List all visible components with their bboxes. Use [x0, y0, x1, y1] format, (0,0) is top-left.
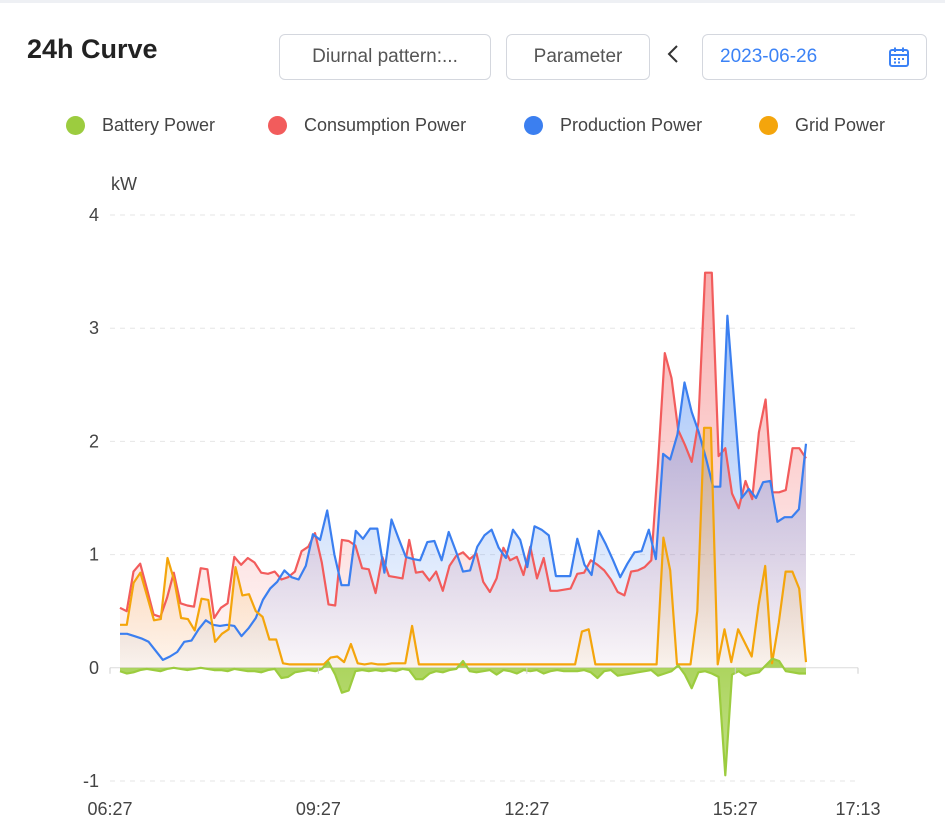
- legend-item-consumption[interactable]: Consumption Power: [268, 115, 466, 136]
- area-battery-power: [120, 658, 806, 776]
- chevron-left-icon[interactable]: [666, 43, 680, 72]
- diurnal-pattern-button[interactable]: Diurnal pattern:...: [279, 34, 491, 80]
- series-areas: [120, 272, 806, 776]
- area-production-power: [120, 315, 806, 668]
- date-value: 2023-06-26: [720, 46, 818, 67]
- legend-dot-grid: [759, 116, 778, 135]
- y-axis-unit: kW: [111, 174, 137, 194]
- y-tick-label: 3: [89, 318, 99, 338]
- page-title: 24h Curve: [27, 34, 158, 64]
- area-grid-power: [120, 427, 806, 668]
- y-tick-label: 4: [89, 205, 99, 225]
- legend-dot-consumption: [268, 116, 287, 135]
- x-axis: 06:27 09:27 12:27 15:27 17:13: [87, 667, 881, 819]
- legend-label-battery: Battery Power: [102, 115, 216, 135]
- y-axis-ticks: 4 3 2 1 0 -1: [83, 205, 99, 791]
- line-consumption-power[interactable]: [119, 271, 807, 620]
- legend-item-battery[interactable]: Battery Power: [66, 115, 215, 136]
- legend-dot-battery: [66, 116, 85, 135]
- parameter-button[interactable]: Parameter: [506, 34, 650, 80]
- legend-label-production: Production Power: [560, 115, 703, 135]
- legend-item-production[interactable]: Production Power: [524, 115, 702, 136]
- x-tick-label: 09:27: [296, 799, 341, 819]
- y-tick-label: 0: [89, 658, 99, 678]
- y-tick-label: 1: [89, 545, 99, 565]
- y-tick-label: -1: [83, 771, 99, 791]
- x-tick-label: 06:27: [87, 799, 132, 819]
- legend-item-grid[interactable]: Grid Power: [759, 115, 885, 136]
- legend-label-grid: Grid Power: [795, 115, 886, 135]
- line-battery-power[interactable]: [119, 657, 806, 777]
- top-divider: [0, 0, 945, 3]
- date-picker[interactable]: 2023-06-26: [702, 34, 927, 80]
- legend-dot-production: [524, 116, 543, 135]
- line-grid-power[interactable]: [120, 426, 808, 666]
- chart-legend: Battery Power Consumption Power Producti…: [0, 115, 945, 145]
- x-tick-label: 17:13: [835, 799, 880, 819]
- x-tick-label: 12:27: [504, 799, 549, 819]
- x-tick-label: 15:27: [713, 799, 758, 819]
- series-lines: [119, 271, 808, 777]
- line-production-power[interactable]: [120, 314, 808, 662]
- calendar-icon[interactable]: [888, 46, 910, 74]
- y-tick-label: 2: [89, 431, 99, 451]
- legend-label-consumption: Consumption Power: [304, 115, 467, 135]
